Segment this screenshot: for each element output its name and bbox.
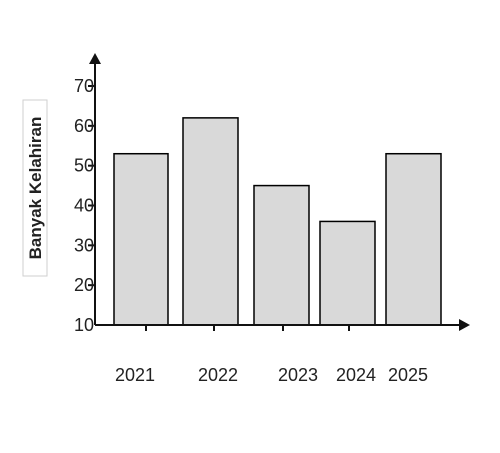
y-tick-label-30: 30	[74, 235, 94, 255]
y-tick-label-40: 40	[74, 196, 94, 216]
x-category-label-2024: 2024	[336, 365, 376, 385]
y-tick-label-20: 20	[74, 275, 94, 295]
x-category-label-2021: 2021	[115, 365, 155, 385]
x-category-label-2022: 2022	[198, 365, 238, 385]
y-axis-arrow	[89, 53, 101, 64]
y-axis-label: Banyak Kelahiran	[26, 117, 45, 260]
bars-layer	[113, 117, 442, 326]
x-category-label-2025: 2025	[388, 365, 428, 385]
bar-2023	[253, 184, 310, 326]
bar-2024	[319, 220, 376, 326]
y-axis-label-box	[22, 99, 48, 277]
y-tick-label-50: 50	[74, 156, 94, 176]
x-axis-arrow	[459, 319, 470, 331]
x-category-label-2023: 2023	[278, 365, 318, 385]
y-axis-label-group: Banyak Kelahiran	[22, 99, 48, 277]
labels-layer: 10 20 30 40 50 60 70 2021 2022 2023 2024 2025	[74, 76, 428, 385]
bar-2022	[182, 117, 239, 326]
bar-2025	[385, 152, 442, 326]
y-tick-label-60: 60	[74, 116, 94, 136]
axes-layer	[88, 53, 470, 331]
y-tick-label-70: 70	[74, 76, 94, 96]
y-tick-label-10: 10	[74, 315, 94, 335]
bar-2021	[113, 152, 169, 326]
